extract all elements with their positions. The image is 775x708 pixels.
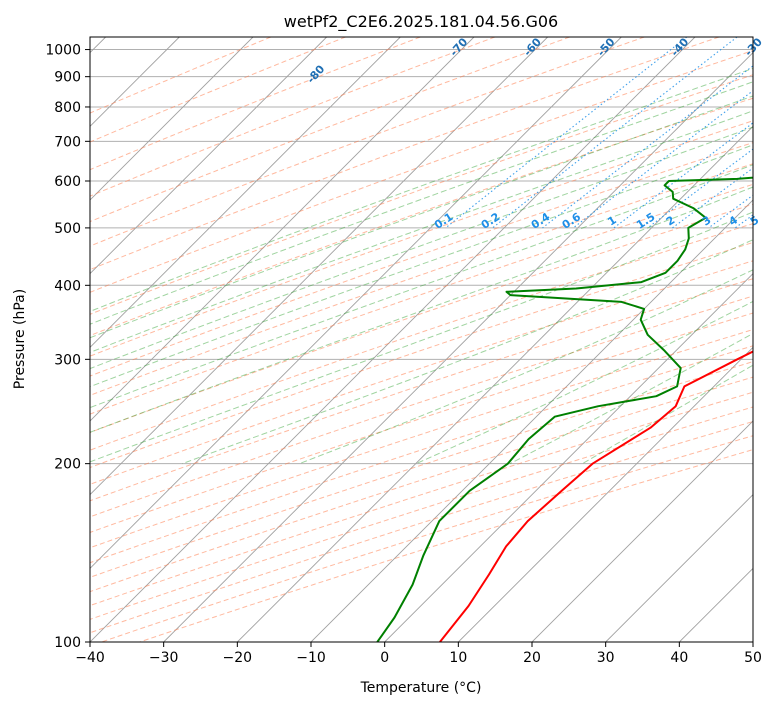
plot-frame [89, 36, 754, 643]
moist-adiabat-line [90, 67, 753, 312]
x-tick-label: 30 [597, 650, 615, 666]
temperature-trace [439, 350, 753, 642]
dry-adiabats [90, 37, 753, 642]
x-tick-label: −40 [75, 650, 105, 666]
isotherm-line [458, 346, 753, 642]
dry-adiabat-line [90, 37, 421, 171]
y-tick-label: 100 [54, 635, 81, 651]
dry-adiabat-line [90, 295, 753, 518]
mixing-ratio-line [572, 90, 753, 229]
dry-adiabat-line [90, 278, 753, 502]
isotherm-line [90, 37, 475, 422]
mixing-ratio-line [492, 37, 738, 229]
dry-adiabat-line [90, 163, 753, 396]
isotherm-line [90, 37, 254, 201]
dry-adiabat-line [90, 37, 720, 271]
x-axis-ticks: −40 −30 −20 −10 0 10 20 30 40 50 [75, 642, 762, 666]
isobar-grid [90, 49, 753, 642]
dewpoint-trace [376, 176, 753, 642]
y-tick-label: 400 [54, 278, 81, 294]
y-tick-label: 900 [54, 70, 81, 86]
isotherm-line [605, 494, 753, 642]
isotherm-line [90, 37, 696, 642]
moist-adiabat-line [90, 110, 753, 353]
moist-adiabat-line [415, 300, 753, 465]
mixing-ratio-line [542, 65, 753, 229]
dry-adiabat-line [90, 50, 753, 293]
y-axis-ticks: 100 200 300 400 500 600 700 800 900 1000 [45, 43, 90, 651]
moist-adiabat-line [90, 164, 753, 409]
dry-adiabat-line [90, 260, 753, 485]
dry-adiabat-line [90, 37, 570, 223]
isotherm-line [90, 37, 622, 569]
y-tick-label: 700 [54, 134, 81, 150]
dry-adiabat-line [90, 142, 753, 377]
x-tick-label: 0 [380, 650, 389, 666]
x-tick-label: 40 [670, 650, 688, 666]
dry-adiabat-line [90, 345, 753, 564]
isotherm-line [531, 420, 753, 642]
y-tick-label: 300 [54, 352, 81, 368]
moist-adiabat-line [90, 186, 753, 433]
dry-adiabat-line [90, 241, 753, 469]
moist-adiabat-line [90, 95, 753, 339]
x-tick-label: −20 [223, 650, 253, 666]
x-tick-label: 20 [523, 650, 541, 666]
moist-adiabat-line [182, 239, 753, 465]
sounding-traces [376, 176, 753, 642]
dry-adiabat-line [90, 37, 346, 143]
isotherm-line [384, 273, 753, 642]
y-axis-label: Pressure (hPa) [12, 289, 28, 389]
x-tick-label: 10 [449, 650, 467, 666]
dry-adiabat-line [90, 223, 753, 451]
moist-adiabats [90, 67, 753, 465]
dry-adiabat-line [90, 376, 753, 593]
y-tick-label: 200 [54, 457, 81, 473]
moist-adiabat-line [90, 81, 753, 325]
y-tick-label: 500 [54, 221, 81, 237]
mixing-ratio-lines [445, 37, 753, 229]
y-tick-label: 600 [54, 174, 81, 190]
isotherm-line [90, 37, 548, 496]
dry-adiabat-line [90, 361, 753, 578]
moist-adiabat-line [90, 126, 753, 370]
dry-adiabat-line [90, 329, 753, 549]
y-tick-label: 800 [54, 100, 81, 116]
x-axis-label: Temperature (°C) [360, 680, 482, 696]
dry-adiabat-line [90, 37, 496, 197]
chart-title: wetPf2_C2E6.2025.181.04.56.G06 [284, 12, 558, 32]
isotherm-line [237, 125, 753, 642]
dry-adiabat-line [90, 97, 753, 337]
x-tick-label: −30 [149, 650, 179, 666]
dry-adiabat-line [90, 391, 753, 607]
y-tick-label: 1000 [45, 43, 81, 59]
mixing-ratio-line [672, 167, 753, 229]
x-tick-label: 50 [744, 650, 762, 666]
dry-adiabat-line [90, 312, 753, 533]
x-tick-label: −10 [296, 650, 326, 666]
isotherm-line [163, 52, 753, 642]
isotherm-line [310, 199, 753, 642]
isotherm-line [90, 37, 327, 275]
